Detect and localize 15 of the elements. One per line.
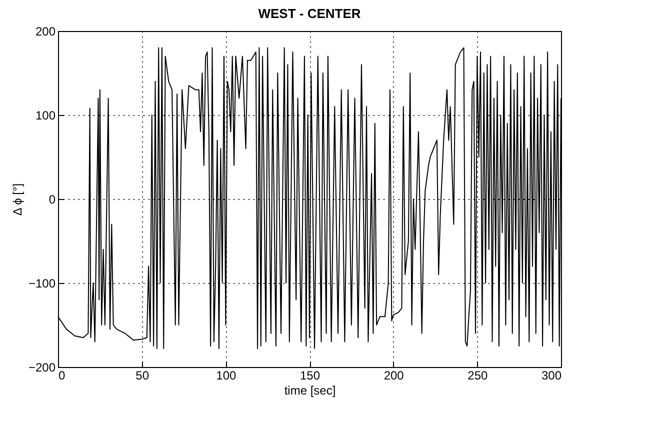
x-axis-title: time [sec] [284, 384, 336, 398]
x-tick-label: 200 [384, 368, 404, 382]
y-tick-label: 200 [35, 24, 56, 38]
x-tick-label: 0 [58, 368, 66, 382]
chart-title: WEST - CENTER [258, 6, 362, 21]
y-tick-label: −200 [28, 360, 56, 374]
y-tick-label: −100 [28, 276, 56, 290]
y-tick-label: 0 [48, 192, 56, 206]
y-axis-title: Δ ϕ [°] [10, 183, 24, 216]
x-tick-label: 50 [136, 368, 150, 382]
x-tick-label: 150 [300, 368, 320, 382]
x-tick-label: 300 [541, 368, 562, 382]
y-tick-label: 100 [35, 108, 56, 122]
x-tick-label: 250 [468, 368, 488, 382]
x-tick-label: 100 [216, 368, 236, 382]
